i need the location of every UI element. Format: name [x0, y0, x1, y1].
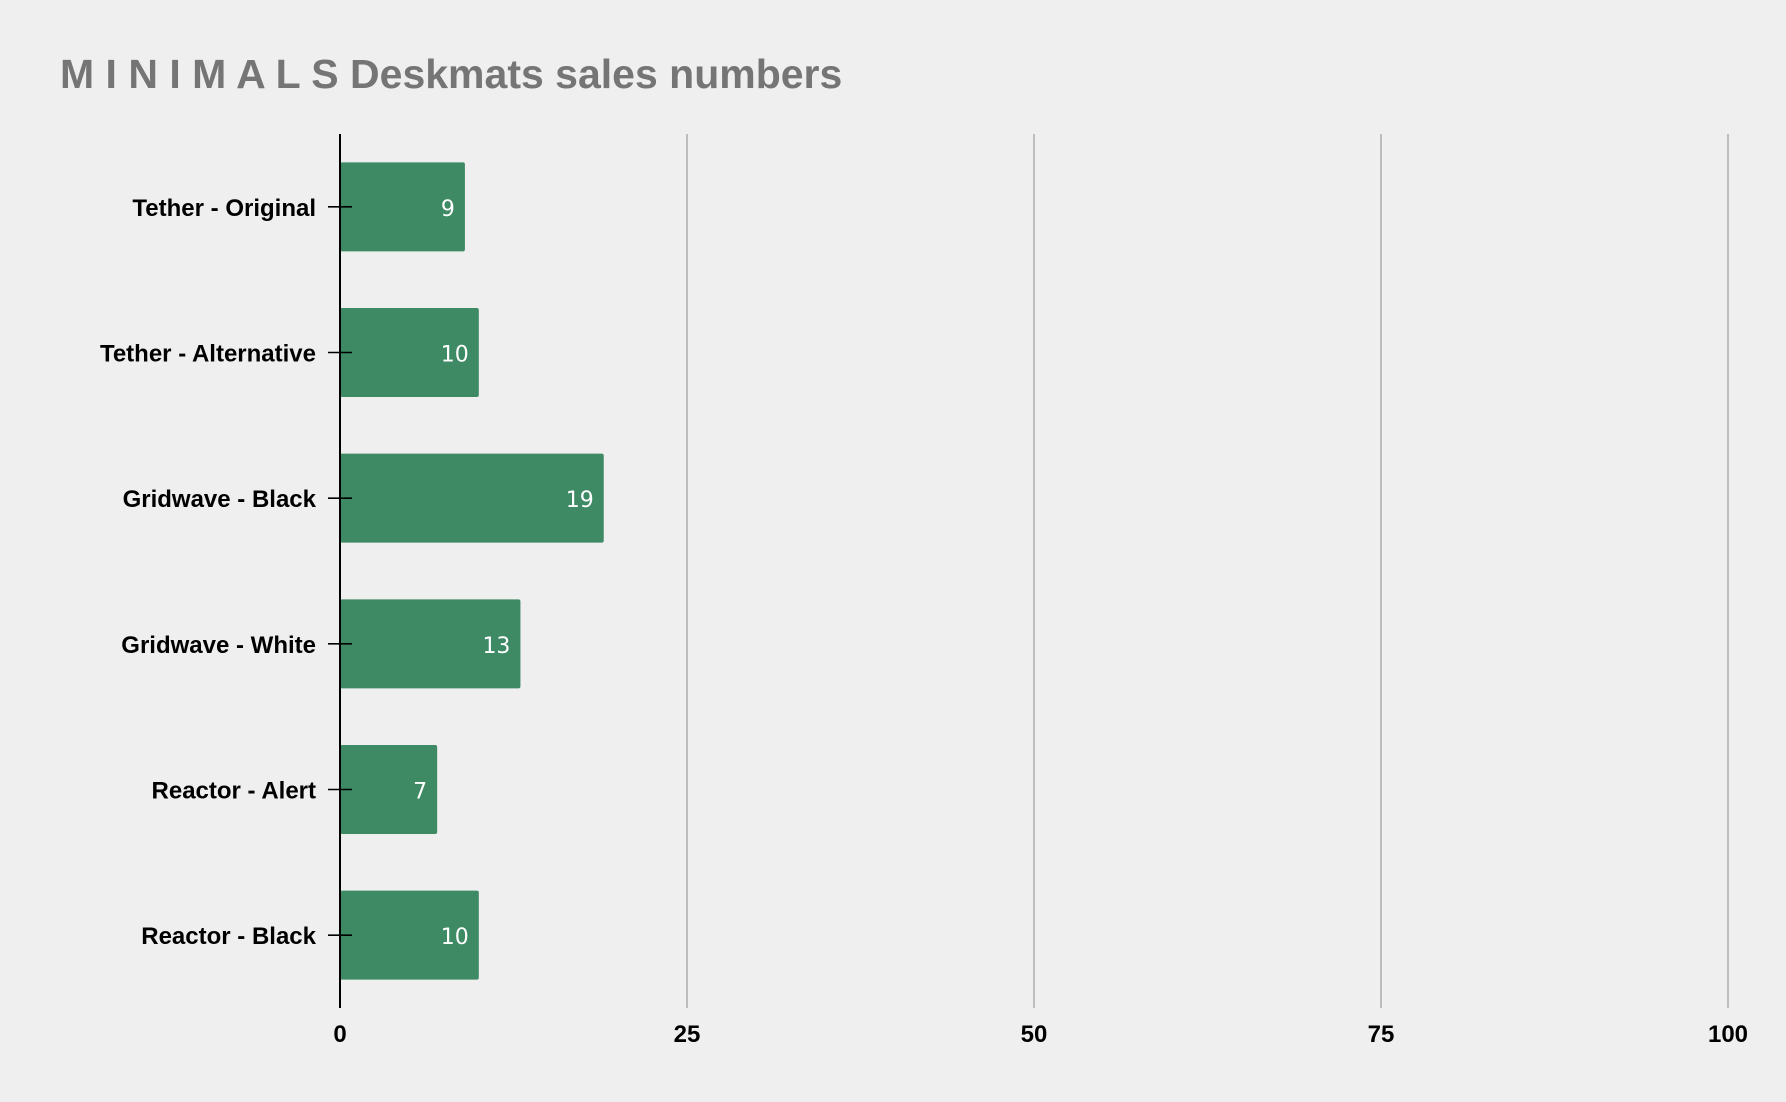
data-label: 19 — [566, 488, 594, 513]
category-label: Tether - Alternative — [100, 341, 316, 368]
data-label: 13 — [482, 634, 510, 659]
category-label: Gridwave - Black — [123, 486, 317, 513]
bar[interactable] — [340, 308, 479, 397]
x-tick-label: 100 — [1708, 1021, 1748, 1048]
bar[interactable] — [340, 453, 604, 543]
data-label: 10 — [441, 925, 469, 950]
category-label: Reactor - Black — [141, 923, 316, 950]
bar[interactable] — [340, 745, 438, 834]
x-tick-label: 75 — [1368, 1021, 1395, 1048]
data-label: 7 — [413, 780, 427, 805]
data-label: 9 — [441, 197, 455, 222]
x-tick-label: 50 — [1021, 1021, 1048, 1048]
bar[interactable] — [340, 890, 479, 980]
x-tick-label: 25 — [674, 1021, 701, 1048]
x-tick-label: 0 — [333, 1021, 346, 1048]
bar[interactable] — [340, 162, 465, 252]
chart-title: M I N I M A L S Deskmats sales numbers — [60, 51, 842, 97]
bar[interactable] — [340, 599, 521, 689]
data-label: 10 — [441, 343, 469, 368]
category-label: Gridwave - White — [121, 632, 316, 659]
category-label: Reactor - Alert — [152, 778, 316, 805]
category-label: Tether - Original — [132, 195, 316, 222]
